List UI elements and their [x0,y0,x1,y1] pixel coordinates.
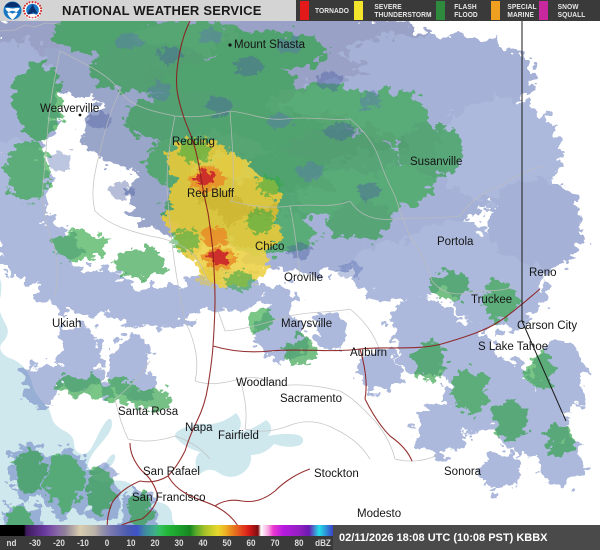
svg-text:Redding: Redding [172,136,215,148]
svg-text:Mount Shasta: Mount Shasta [234,39,306,51]
svg-text:Auburn: Auburn [350,347,387,359]
svg-text:Santa Rosa: Santa Rosa [118,406,179,418]
svg-text:Modesto: Modesto [357,508,401,520]
svg-text:Red Bluff: Red Bluff [187,188,235,200]
svg-text:Portola: Portola [437,236,474,248]
svg-text:Napa: Napa [185,422,213,434]
svg-text:Woodland: Woodland [236,377,288,389]
svg-text:Truckee: Truckee [471,294,512,306]
svg-text:Marysville: Marysville [281,318,332,330]
svg-text:S Lake Tahoe: S Lake Tahoe [478,341,548,353]
svg-text:Sacramento: Sacramento [280,393,342,405]
svg-text:San Rafael: San Rafael [143,466,200,478]
svg-text:Weaverville: Weaverville [40,103,99,115]
svg-text:Chico: Chico [255,241,284,253]
svg-text:Susanville: Susanville [410,156,462,168]
svg-text:Carson City: Carson City [517,320,577,332]
svg-text:Reno: Reno [529,267,557,279]
svg-text:Fairfield: Fairfield [218,430,259,442]
svg-text:Oroville: Oroville [284,272,323,284]
svg-text:Stockton: Stockton [314,468,359,480]
svg-text:Sonora: Sonora [444,466,482,478]
svg-text:Ukiah: Ukiah [52,318,81,330]
svg-text:San Francisco: San Francisco [132,492,206,504]
